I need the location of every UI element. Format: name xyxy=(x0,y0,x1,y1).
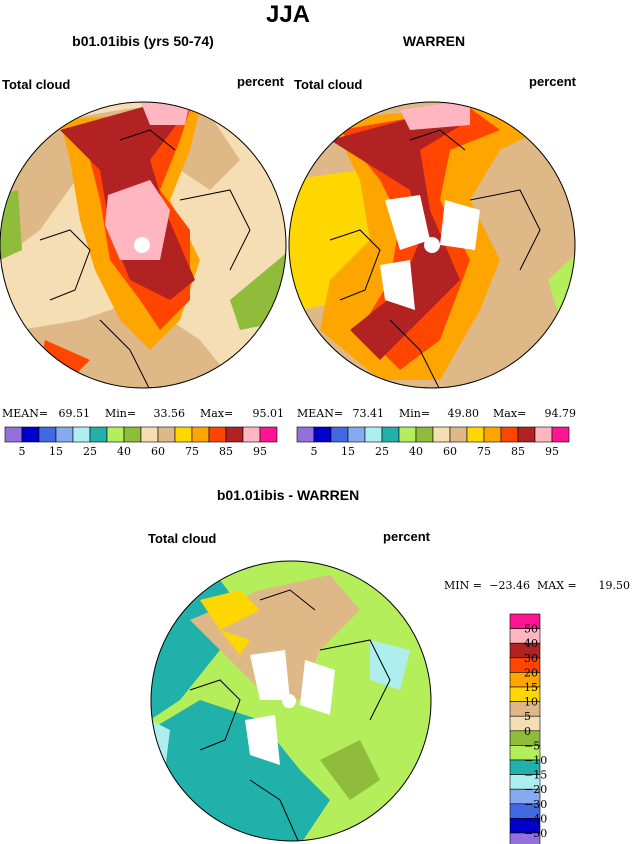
stat-label: MEAN= xyxy=(297,407,343,420)
colorbar-label: 60 xyxy=(443,445,457,458)
colorbar-label: 60 xyxy=(151,445,165,458)
colorbar-label: 50 xyxy=(524,623,538,636)
color-swatch xyxy=(381,426,400,443)
color-swatch xyxy=(449,426,468,443)
stat-value: 49.80 xyxy=(448,407,480,420)
color-swatch xyxy=(432,426,451,443)
color-swatch xyxy=(4,426,23,443)
color-swatch xyxy=(313,426,332,443)
colorbar-label: −10 xyxy=(524,754,547,767)
colorbar-label: 85 xyxy=(511,445,525,458)
stat-label: MAX = xyxy=(537,579,577,592)
colorbar-label: 15 xyxy=(524,681,538,694)
colorbar-label: 40 xyxy=(409,445,423,458)
color-swatch xyxy=(509,832,541,844)
map xyxy=(289,102,575,388)
colorbar-label: 0 xyxy=(524,725,531,738)
stat-value: 69.51 xyxy=(59,407,91,420)
units-label: percent xyxy=(383,529,431,544)
color-swatch xyxy=(296,426,315,443)
colorbars: 5 15 25 40 60 75 85 95 5 15 25 40 60 75 85 95 xyxy=(4,426,570,458)
colorbar-label: 75 xyxy=(185,445,199,458)
color-swatch xyxy=(191,426,210,443)
color-swatch xyxy=(398,426,417,443)
stat-label: MEAN= xyxy=(2,407,48,420)
colorbar-label: −40 xyxy=(524,812,547,825)
colorbar-label: 5 xyxy=(524,710,531,723)
color-swatch xyxy=(55,426,74,443)
colorbar-label: 5 xyxy=(19,445,26,458)
color-swatch xyxy=(500,426,519,443)
panel-title: b01.01ibis - WARREN xyxy=(217,487,359,503)
color-swatch xyxy=(517,426,536,443)
color-swatch xyxy=(259,426,278,443)
colorbar-label: 30 xyxy=(524,652,538,665)
color-swatch xyxy=(415,426,434,443)
colorbar-label: −30 xyxy=(524,798,547,811)
color-swatch xyxy=(208,426,227,443)
units-label: percent xyxy=(237,74,285,89)
color-swatch xyxy=(89,426,108,443)
stats: MEAN= 69.51 Min= 33.56 Max= 95.01 MEAN= … xyxy=(2,407,576,420)
color-swatch xyxy=(347,426,366,443)
stat-value: 19.50 xyxy=(599,579,631,592)
color-swatch xyxy=(534,426,553,443)
panel-title: WARREN xyxy=(403,33,465,49)
stat-label: MIN = xyxy=(444,579,482,592)
colorbar-label: 95 xyxy=(253,445,267,458)
color-swatch xyxy=(72,426,91,443)
colorbar-label: 40 xyxy=(524,637,538,650)
color-swatch xyxy=(38,426,57,443)
colorbar-label: −5 xyxy=(524,739,540,752)
units-label: percent xyxy=(529,74,577,89)
colorbar-label: 85 xyxy=(219,445,233,458)
stat-value: −23.46 xyxy=(489,579,530,592)
colorbar-label: 25 xyxy=(83,445,97,458)
colorbar-label: 75 xyxy=(477,445,491,458)
color-swatch xyxy=(551,426,570,443)
map xyxy=(0,102,286,388)
colorbar-label: 10 xyxy=(524,696,538,709)
figure-title: JJA xyxy=(266,1,310,28)
color-swatch xyxy=(157,426,176,443)
stat-label: Max= xyxy=(200,407,233,420)
colorbar-label: 20 xyxy=(524,666,538,679)
color-swatch xyxy=(106,426,125,443)
colorbar-label: −15 xyxy=(524,769,547,782)
stat-value: 95.01 xyxy=(253,407,285,420)
color-swatch xyxy=(174,426,193,443)
color-swatch xyxy=(483,426,502,443)
colorbar-label: 15 xyxy=(49,445,63,458)
color-swatch xyxy=(21,426,40,443)
color-swatch xyxy=(123,426,142,443)
stat-label: Max= xyxy=(493,407,526,420)
stat-value: 73.41 xyxy=(353,407,385,420)
color-swatch xyxy=(330,426,349,443)
colorbar-label: −20 xyxy=(524,783,547,796)
variable-label: Total cloud xyxy=(294,77,362,92)
colorbar-label: 5 xyxy=(311,445,318,458)
colorbar-label: 95 xyxy=(545,445,559,458)
color-swatch xyxy=(225,426,244,443)
color-swatch xyxy=(466,426,485,443)
color-swatch xyxy=(242,426,261,443)
variable-label: Total cloud xyxy=(148,531,216,546)
color-swatch xyxy=(364,426,383,443)
colorbar-label: −50 xyxy=(524,827,547,840)
stat-label: Min= xyxy=(105,407,136,420)
color-swatch xyxy=(140,426,159,443)
stat-label: Min= xyxy=(399,407,430,420)
panel-title: b01.01ibis (yrs 50-74) xyxy=(72,33,214,49)
colorbar-label: 15 xyxy=(341,445,355,458)
variable-label: Total cloud xyxy=(2,77,70,92)
colorbar-label: 40 xyxy=(117,445,131,458)
stat-value: 33.56 xyxy=(154,407,186,420)
stat-value: 94.79 xyxy=(545,407,577,420)
colorbar-label: 25 xyxy=(375,445,389,458)
